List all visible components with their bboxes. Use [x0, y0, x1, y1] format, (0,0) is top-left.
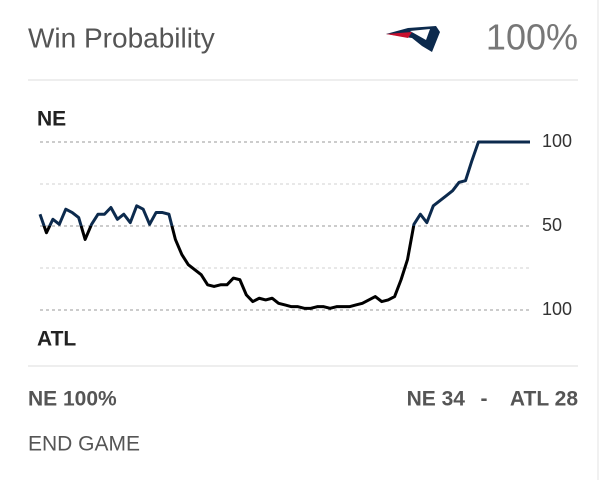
game-status: END GAME [28, 433, 140, 456]
y-tick-label: 50 [542, 215, 562, 235]
team-logo [386, 26, 440, 52]
home-score: NE 34 [407, 388, 466, 411]
y-tick-label: 100 [542, 299, 572, 319]
bottom-team-label: ATL [37, 328, 76, 351]
leader: NE 100% [28, 388, 117, 411]
win-value: 100% [486, 17, 578, 58]
score-separator: - [481, 388, 488, 411]
y-tick-label: 100 [542, 131, 572, 151]
title: Win Probability [28, 22, 215, 53]
away-score: ATL 28 [510, 388, 578, 411]
win-probability-line [38, 140, 530, 310]
top-team-label: NE [37, 108, 66, 131]
